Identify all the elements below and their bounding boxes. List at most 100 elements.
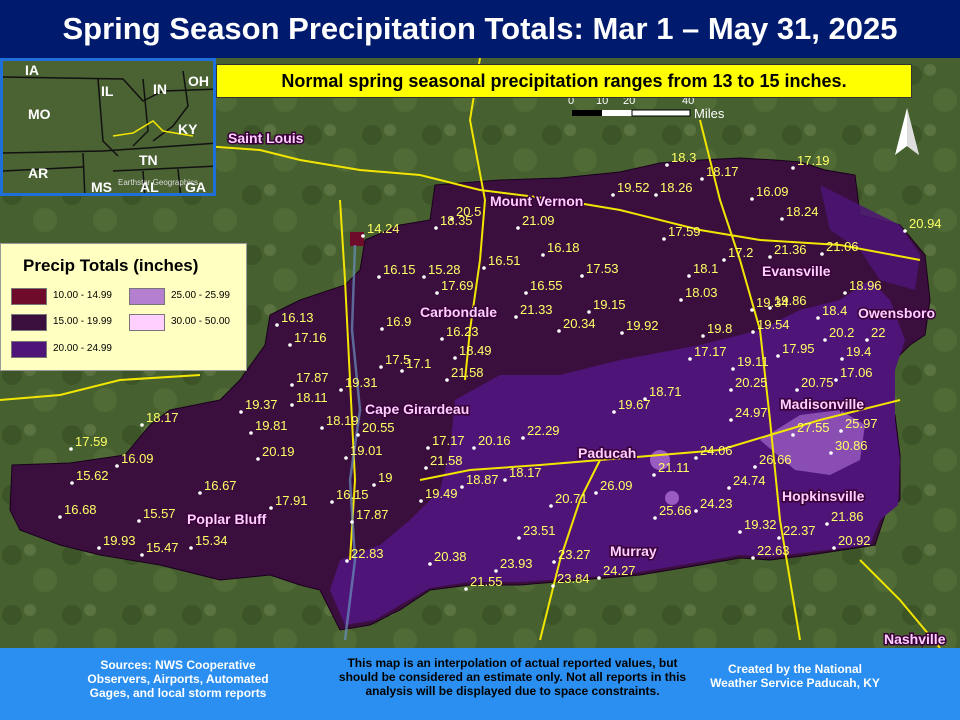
city-label: Paducah	[578, 445, 636, 461]
station-dot	[453, 356, 457, 360]
precip-value-label: 23.84	[557, 571, 590, 586]
station-dot	[435, 291, 439, 295]
precip-value-label: 19.32	[744, 517, 777, 532]
region-20-25-north	[820, 185, 920, 290]
precip-value-label: 18.35	[440, 213, 473, 228]
precip-value-label: 18.71	[649, 384, 682, 399]
scale-tick: 20	[623, 95, 635, 107]
precip-value-label: 18.11	[296, 390, 328, 405]
city-label: Murray	[610, 543, 657, 559]
inset-map: IA IL IN OH MO KY AR TN MS AL GA Earthst…	[3, 61, 213, 193]
station-dot	[290, 403, 294, 407]
region-20-25	[330, 280, 905, 625]
precip-value-label: 15.62	[76, 468, 109, 483]
station-dot	[372, 483, 376, 487]
legend-label: 10.00 - 14.99	[53, 290, 112, 301]
precip-value-label: 15.47	[146, 540, 179, 555]
precip-value-label: 21.58	[430, 453, 463, 468]
disclaimer-note: This map is an interpolation of actual r…	[338, 656, 687, 698]
precip-value-label: 16.68	[64, 502, 97, 517]
precip-value-label: 19.81	[255, 418, 288, 433]
precip-value-label: 26.66	[759, 452, 792, 467]
station-dot	[514, 315, 518, 319]
inset-credit: Earthstar Geographics	[118, 178, 198, 187]
credit-note: Created by the National Weather Service …	[710, 662, 880, 690]
precip-value-label: 16.9	[386, 314, 411, 329]
page-title: Spring Season Precipitation Totals: Mar …	[0, 0, 960, 58]
station-dot	[791, 433, 795, 437]
station-dot	[823, 338, 827, 342]
station-dot	[426, 446, 430, 450]
station-dot	[611, 193, 615, 197]
precip-value-label: 19.54	[757, 317, 790, 332]
footer: Sources: NWS Cooperative Observers, Airp…	[0, 648, 960, 720]
precip-value-label: 19.11	[737, 354, 769, 369]
station-dot	[662, 237, 666, 241]
inset-label-ia: IA	[25, 62, 39, 78]
station-dot	[580, 274, 584, 278]
precip-value-label: 17.91	[275, 493, 308, 508]
precip-value-label: 16.09	[756, 184, 789, 199]
station-dot	[440, 337, 444, 341]
station-dot	[587, 310, 591, 314]
precip-value-label: 16.09	[121, 451, 154, 466]
station-dot	[521, 436, 525, 440]
precip-value-label: 17.17	[432, 433, 465, 448]
scale-tick: 0	[568, 95, 574, 107]
station-dot	[694, 456, 698, 460]
precip-value-label: 18.17	[146, 410, 179, 425]
city-label: Carbondale	[420, 304, 497, 320]
precip-value-label: 21.06	[826, 239, 859, 254]
station-dot	[839, 429, 843, 433]
legend-label: 25.00 - 25.99	[171, 290, 230, 301]
precip-value-label: 17.69	[441, 278, 474, 293]
region-10-15	[350, 232, 364, 246]
station-dot	[820, 252, 824, 256]
station-dot	[620, 331, 624, 335]
station-dot	[652, 473, 656, 477]
precip-value-label: 30.86	[835, 438, 868, 453]
station-dot	[541, 253, 545, 257]
precip-value-label: 23.93	[500, 556, 533, 571]
station-dot	[344, 456, 348, 460]
precip-value-label: 16.51	[488, 253, 521, 268]
station-dot	[795, 388, 799, 392]
station-dot	[653, 516, 657, 520]
station-dot	[137, 519, 141, 523]
station-dot	[345, 559, 349, 563]
precip-value-label: 20.55	[362, 420, 395, 435]
precip-value-label: 17.06	[840, 365, 873, 380]
precip-value-label: 20.71	[555, 491, 588, 506]
precip-value-label: 18.03	[685, 285, 718, 300]
precip-value-label: 20.19	[262, 444, 295, 459]
precip-value-label: 20.92	[838, 533, 871, 548]
normal-note: Normal spring seasonal precipitation ran…	[216, 64, 912, 98]
station-dot	[472, 446, 476, 450]
station-dot	[320, 426, 324, 430]
station-dot	[288, 343, 292, 347]
station-dot	[643, 397, 647, 401]
legend-swatch-10-15	[11, 288, 47, 305]
legend-swatch-25-30	[129, 288, 165, 305]
station-dot	[768, 306, 772, 310]
station-dot	[549, 504, 553, 508]
precip-value-label: 20.25	[735, 375, 768, 390]
precip-value-label: 15.57	[143, 506, 176, 521]
precip-value-label: 19.93	[103, 533, 136, 548]
station-dot	[834, 378, 838, 382]
precip-value-label: 22.37	[783, 523, 816, 538]
station-dot	[400, 369, 404, 373]
station-dot	[361, 234, 365, 238]
station-dot	[249, 431, 253, 435]
station-dot	[419, 499, 423, 503]
precip-value-label: 17.16	[294, 330, 327, 345]
scale-tick: 10	[596, 95, 608, 107]
city-label: Evansville	[762, 263, 831, 279]
precip-value-label: 17.17	[694, 344, 727, 359]
precip-value-label: 24.23	[700, 496, 733, 511]
precip-value-label: 20.34	[563, 316, 596, 331]
precip-value-label: 16.13	[281, 310, 314, 325]
station-dot	[380, 327, 384, 331]
precip-value-label: 19.31	[345, 375, 378, 390]
precip-value-label: 18.17	[706, 164, 739, 179]
